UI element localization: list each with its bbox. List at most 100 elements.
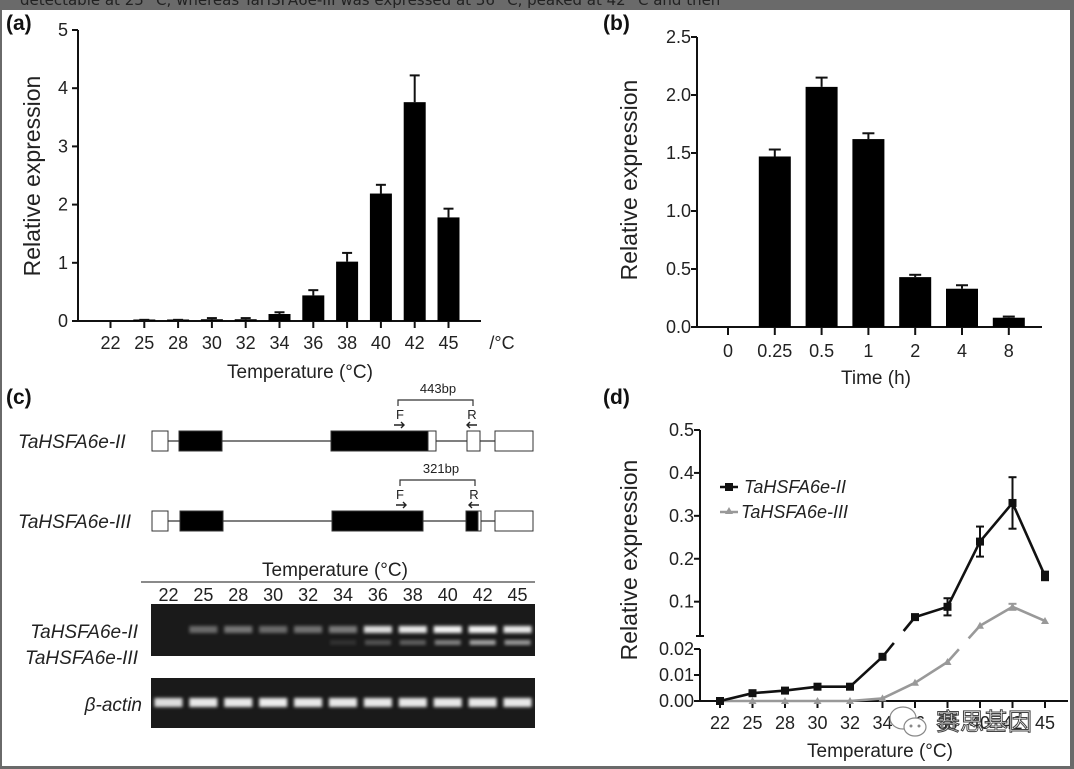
gene-model-ii bbox=[151, 430, 534, 452]
panel-a-xtick-label: 42 bbox=[405, 333, 425, 353]
gel-lane-label: 42 bbox=[473, 585, 493, 605]
primer-r-ii: R bbox=[467, 407, 476, 422]
primer-f-iii: F bbox=[396, 487, 404, 502]
panel-d-ytick-label: 0.5 bbox=[669, 420, 694, 440]
panel-d-point-ii bbox=[748, 689, 757, 698]
primer-f-ii: F bbox=[396, 407, 404, 422]
panel-b-ytick-label: 2.5 bbox=[666, 27, 691, 47]
panel-b-bar bbox=[805, 86, 838, 327]
panel-d-point-iii bbox=[1041, 616, 1049, 624]
forward-arrow-icon bbox=[396, 501, 407, 509]
panel-a-bar bbox=[403, 102, 426, 321]
panel-b-xtick-label: 0.5 bbox=[809, 341, 834, 361]
panel-d-ytick-label: 0.3 bbox=[669, 506, 694, 526]
panel-d-ytick-label: 0.02 bbox=[659, 639, 694, 659]
panel-b-xtick-label: 1 bbox=[863, 341, 873, 361]
gel-band-actin bbox=[363, 698, 392, 707]
panel-b-bar bbox=[946, 288, 978, 327]
gel-lane-label: 45 bbox=[508, 585, 528, 605]
gel-band-actin bbox=[503, 698, 532, 707]
panel-a-xtick-label: 45 bbox=[438, 333, 458, 353]
panel-d-xtick-label: 34 bbox=[872, 713, 892, 733]
gel-lane-label: 32 bbox=[298, 585, 318, 605]
gel-band-ii bbox=[224, 626, 253, 633]
exon-box bbox=[179, 510, 224, 532]
gel-band-ii bbox=[189, 626, 218, 633]
panel-d-chart: Relative expression Temperature (°C) TaH… bbox=[616, 420, 1068, 762]
gel-band-actin bbox=[224, 698, 253, 707]
panel-d-xtick-label: 32 bbox=[840, 713, 860, 733]
panel-a-chart: Relative expression Temperature (°C) /°C… bbox=[19, 20, 515, 383]
panel-a-bar bbox=[369, 193, 392, 321]
panel-d-xtick-label: 40 bbox=[970, 713, 990, 733]
panel-label-d: (d) bbox=[603, 386, 630, 409]
panel-a-ytick-label: 3 bbox=[58, 136, 68, 156]
gel-band-actin bbox=[398, 698, 427, 707]
panel-d-point-ii bbox=[911, 613, 919, 622]
utr-box bbox=[466, 430, 481, 452]
panel-d-point-iii bbox=[748, 697, 757, 704]
panel-d-xtick-label: 42 bbox=[1002, 713, 1022, 733]
panel-d-point-iii bbox=[813, 697, 822, 704]
gel-band-ii bbox=[259, 626, 288, 633]
panel-d-point-iii bbox=[878, 694, 887, 702]
panel-d-point-iii bbox=[943, 658, 952, 665]
gel-band-ii bbox=[433, 626, 462, 633]
legend-marker-ii bbox=[725, 483, 733, 491]
panel-a-bar bbox=[336, 261, 359, 321]
gel-band-iii bbox=[504, 640, 531, 645]
gel-band-actin bbox=[433, 698, 462, 707]
gel-band-ii bbox=[329, 626, 357, 633]
gel-band-actin bbox=[259, 698, 288, 707]
reverse-arrow-icon bbox=[466, 421, 477, 429]
watermark-text: 赛思基因 bbox=[936, 708, 1032, 736]
panel-b-ytick-label: 2.0 bbox=[666, 85, 691, 105]
panel-b-ytick-label: 1.5 bbox=[666, 143, 691, 163]
panel-d-xtick-label: 38 bbox=[937, 713, 957, 733]
gel-band-ii bbox=[503, 626, 532, 633]
gel-band-ii bbox=[468, 626, 497, 633]
panel-d-ylabel: Relative expression bbox=[616, 460, 642, 661]
amplicon-label-ii: 443bp bbox=[420, 381, 456, 396]
gel-band-iii bbox=[364, 640, 391, 645]
panel-a-ytick-label: 5 bbox=[58, 20, 68, 40]
panel-a-xlabel: Temperature (°C) bbox=[227, 362, 373, 383]
panel-b-ytick-label: 0.0 bbox=[666, 317, 691, 337]
panel-d-ytick-label: 0.2 bbox=[669, 549, 694, 569]
panel-d-xtick-label: 30 bbox=[807, 713, 827, 733]
gene-label-iii: TaHSFA6e-III bbox=[18, 512, 132, 533]
panel-a-ytick-label: 0 bbox=[58, 311, 68, 331]
panel-d-xtick-label: 22 bbox=[710, 713, 730, 733]
panel-d-point-ii bbox=[781, 686, 789, 695]
gel-band-actin bbox=[294, 698, 323, 707]
exon-box bbox=[330, 430, 429, 452]
panel-d-point-iii bbox=[976, 621, 984, 629]
panel-b-bar bbox=[852, 139, 885, 327]
panel-a-xtick-label: 40 bbox=[371, 333, 391, 353]
gel-band-ii bbox=[363, 626, 392, 633]
gene-label-ii: TaHSFA6e-II bbox=[18, 432, 126, 453]
wechat-icon bbox=[889, 706, 927, 737]
panel-a-bar bbox=[200, 319, 223, 321]
figure-page: (a) (b) (c) (d) Relative expression Temp… bbox=[2, 10, 1070, 766]
panel-a-xtick-label: 28 bbox=[168, 333, 188, 353]
panel-label-c: (c) bbox=[6, 386, 32, 409]
amplicon-bracket bbox=[399, 479, 476, 486]
panel-a-x-unit: /°C bbox=[489, 333, 514, 353]
panel-label-b: (b) bbox=[603, 12, 630, 35]
exon-box bbox=[465, 510, 479, 532]
gel-lane-label: 30 bbox=[263, 585, 283, 605]
gel-band-iii bbox=[469, 640, 496, 645]
utr-box bbox=[494, 430, 534, 452]
panel-a-xtick-label: 30 bbox=[202, 333, 222, 353]
gel-band-actin bbox=[329, 698, 357, 707]
panel-a-xtick-label: 34 bbox=[269, 333, 289, 353]
caption-strip: detectable at 25 °C, whereas TaHSFA6e-II… bbox=[0, 0, 1074, 10]
gel-band-ii bbox=[398, 626, 427, 633]
panel-b-bar bbox=[899, 277, 932, 327]
panel-d-ytick-label: 0.1 bbox=[669, 592, 694, 612]
panel-d-point-iii bbox=[911, 678, 919, 686]
gel-band-iii bbox=[330, 640, 356, 645]
panel-a-xtick-label: 36 bbox=[303, 333, 323, 353]
utr-box bbox=[477, 510, 482, 532]
